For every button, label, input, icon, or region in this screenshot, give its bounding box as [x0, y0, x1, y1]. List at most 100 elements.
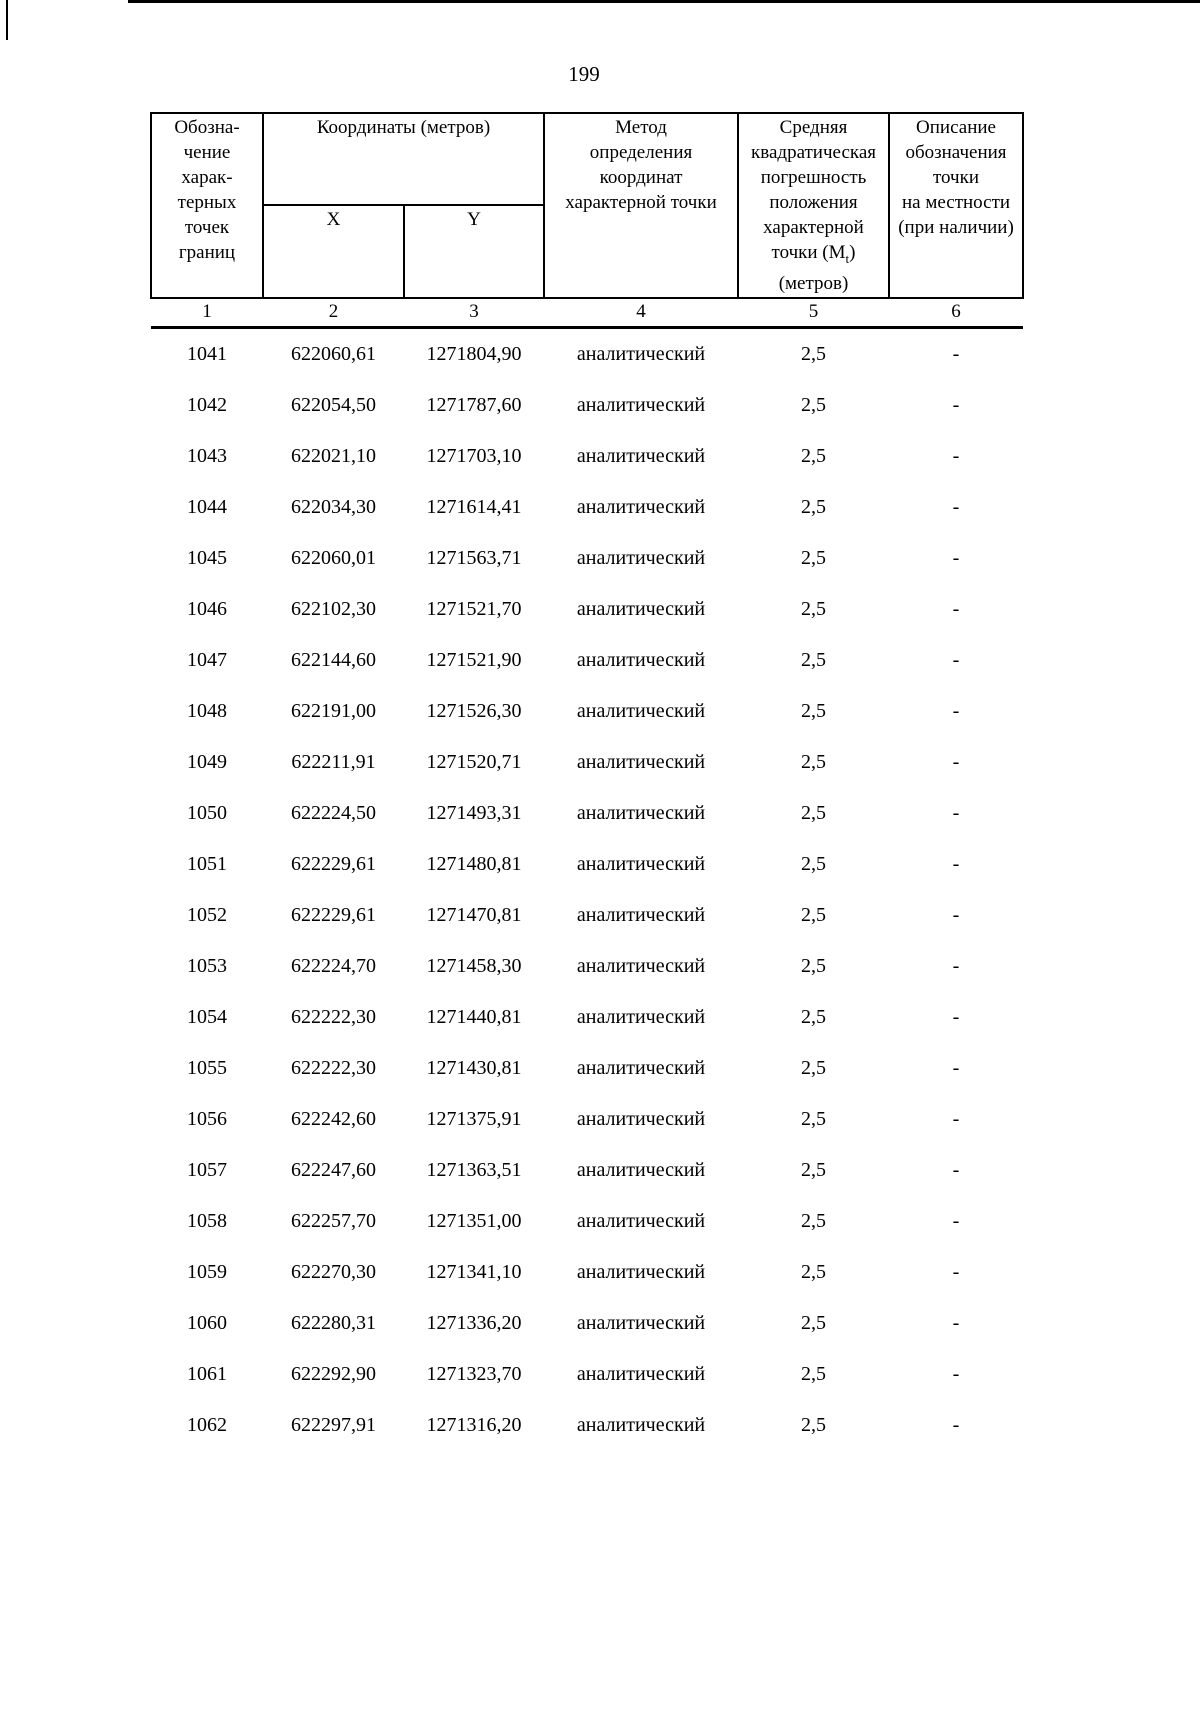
col-header-y: Y — [402, 204, 546, 298]
y-cell: 1271493,31 — [426, 801, 522, 824]
method-cell: аналитический — [576, 1413, 706, 1436]
description-cell: - — [952, 1209, 960, 1232]
description-cell: - — [952, 1362, 960, 1385]
page-number: 199 — [568, 62, 600, 86]
error-header-units: (метров) — [778, 272, 849, 294]
y-cell: 1271703,10 — [426, 444, 522, 467]
y-cell: 1271440,81 — [426, 1005, 522, 1028]
description-cell: - — [952, 495, 960, 518]
description-cell: - — [952, 1311, 960, 1334]
table-row: 1047 622144,60 1271521,90 аналитический 2,5 - — [151, 635, 1023, 686]
method-cell: аналитический — [576, 1209, 706, 1232]
method-cell: аналитический — [576, 903, 706, 926]
point-id-cell: 1057 — [187, 1158, 227, 1181]
description-cell: - — [952, 597, 960, 620]
point-id-cell: 1058 — [187, 1209, 227, 1232]
y-cell: 1271375,91 — [426, 1107, 522, 1130]
y-cell: 1271520,71 — [426, 750, 522, 773]
description-cell: - — [952, 750, 960, 773]
point-id-cell: 1053 — [187, 954, 227, 977]
x-cell: 622102,30 — [291, 597, 376, 620]
y-cell: 1271430,81 — [426, 1056, 522, 1079]
error-cell: 2,5 — [801, 1311, 827, 1334]
y-cell: 1271351,00 — [426, 1209, 522, 1232]
table-row: 1062 622297,91 1271316,20 аналитический 2,5 - — [151, 1400, 1023, 1451]
x-cell: 622034,30 — [291, 495, 376, 518]
table-row: 1046 622102,30 1271521,70 аналитический 2,5 - — [151, 584, 1023, 635]
y-cell: 1271521,90 — [426, 648, 522, 671]
point-id-cell: 1055 — [187, 1056, 227, 1079]
column-numbers-row: 1 2 3 4 5 6 — [151, 296, 1024, 329]
method-cell: аналитический — [576, 750, 706, 773]
error-cell: 2,5 — [801, 495, 827, 518]
error-mt-post: ) — [849, 242, 856, 263]
col-header-method: Метод определения координат характерной … — [543, 112, 740, 298]
y-cell: 1271336,20 — [426, 1311, 522, 1334]
point-id-cell: 1056 — [187, 1107, 227, 1130]
y-cell: 1271470,81 — [426, 903, 522, 926]
error-cell: 2,5 — [801, 750, 827, 773]
description-cell: - — [952, 648, 960, 671]
method-cell: аналитический — [576, 648, 706, 671]
description-cell: - — [952, 699, 960, 722]
description-cell: - — [952, 903, 960, 926]
method-cell: аналитический — [576, 495, 706, 518]
table-row: 1049 622211,91 1271520,71 аналитический 2,5 - — [151, 737, 1023, 788]
x-cell: 622144,60 — [291, 648, 376, 671]
error-cell: 2,5 — [801, 648, 827, 671]
column-number: 1 — [151, 296, 263, 329]
error-cell: 2,5 — [801, 1260, 827, 1283]
x-cell: 622021,10 — [291, 444, 376, 467]
header-row-top: Обозна- чение харак- терных точек границ… — [150, 111, 1025, 298]
column-number: 6 — [889, 296, 1024, 329]
method-cell: аналитический — [576, 1158, 706, 1181]
x-cell: 622211,91 — [291, 750, 376, 773]
point-id-cell: 1042 — [187, 393, 227, 416]
x-cell: 622257,70 — [291, 1209, 376, 1232]
table-row: 1054 622222,30 1271440,81 аналитический 2,5 - — [151, 992, 1023, 1043]
error-cell: 2,5 — [801, 903, 827, 926]
point-id-cell: 1048 — [187, 699, 227, 722]
point-id-cell: 1041 — [187, 342, 227, 365]
error-cell: 2,5 — [801, 1056, 827, 1079]
x-cell: 622280,31 — [291, 1311, 376, 1334]
table-row: 1041 622060,61 1271804,90 аналитический 2,5 - — [151, 327, 1023, 380]
x-cell: 622229,61 — [291, 903, 376, 926]
description-cell: - — [952, 342, 960, 365]
method-cell: аналитический — [576, 342, 706, 365]
table-row: 1060 622280,31 1271336,20 аналитический 2,5 - — [151, 1298, 1023, 1349]
description-cell: - — [952, 1413, 960, 1436]
y-cell: 1271323,70 — [426, 1362, 522, 1385]
error-cell: 2,5 — [801, 1413, 827, 1436]
point-id-cell: 1052 — [187, 903, 227, 926]
header-row-xy: X Y — [151, 204, 1023, 298]
error-cell: 2,5 — [801, 954, 827, 977]
method-cell: аналитический — [576, 546, 706, 569]
x-cell: 622054,50 — [291, 393, 376, 416]
col-header-error: Средняя квадратическая погрешность полож… — [737, 112, 891, 298]
table-row: 1042 622054,50 1271787,60 аналитический 2,5 - — [151, 380, 1023, 431]
error-cell: 2,5 — [801, 1362, 827, 1385]
table-row: 1058 622257,70 1271351,00 аналитический 2,5 - — [151, 1196, 1023, 1247]
method-cell: аналитический — [576, 1107, 706, 1130]
coordinates-table: Обозна- чение харак- терных точек границ… — [150, 111, 1025, 1451]
table-row: 1057 622247,60 1271363,51 аналитический 2,5 - — [151, 1145, 1023, 1196]
error-cell: 2,5 — [801, 852, 827, 875]
y-cell: 1271341,10 — [426, 1260, 522, 1283]
error-cell: 2,5 — [801, 597, 827, 620]
description-cell: - — [952, 1107, 960, 1130]
scan-artifact-left-line — [6, 0, 8, 40]
description-cell: - — [952, 546, 960, 569]
description-cell: - — [952, 954, 960, 977]
table-body: 1041 622060,61 1271804,90 аналитический 2,5 -… — [151, 327, 1023, 1451]
point-id-cell: 1059 — [187, 1260, 227, 1283]
point-id-cell: 1049 — [187, 750, 227, 773]
y-cell: 1271526,30 — [426, 699, 522, 722]
method-cell: аналитический — [576, 852, 706, 875]
error-mt-pre: точки (М — [771, 242, 846, 263]
mt-subscript: t — [845, 250, 850, 266]
table-row: 1053 622224,70 1271458,30 аналитический 2,5 - — [151, 941, 1023, 992]
x-cell: 622224,70 — [291, 954, 376, 977]
error-cell: 2,5 — [801, 1107, 827, 1130]
error-header-mt-line: точки (Мt) — [741, 240, 886, 271]
